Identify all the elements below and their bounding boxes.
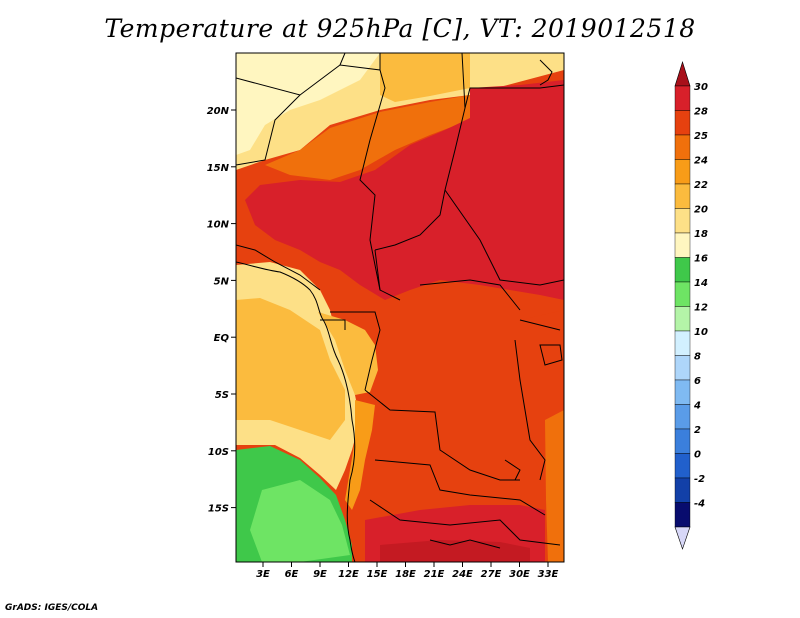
colorbar-swatch [674, 257, 691, 283]
lon-label: 24E [452, 569, 473, 580]
country-borders [236, 53, 564, 549]
colorbar-label: 18 [694, 229, 708, 240]
latitude-axis: 20N 15N 10N 5N EQ 5S 10S 15S [207, 106, 236, 515]
zone-north-22 [236, 53, 380, 155]
zone-north-24 [380, 53, 470, 102]
lat-label: 10N [207, 220, 230, 231]
colorbar-bottom-triangle [674, 526, 691, 550]
colorbar-label: 30 [694, 82, 708, 93]
colorbar-label: -4 [694, 499, 705, 510]
zone-hot-core [245, 80, 564, 300]
colorbar-swatch [674, 208, 691, 234]
colorbar-swatch [674, 428, 691, 454]
colorbar-swatch [674, 355, 691, 381]
colorbar-label: 28 [694, 107, 708, 118]
lon-label: 21E [424, 569, 445, 580]
lat-label: 5S [215, 390, 229, 401]
lon-label: 30E [509, 569, 530, 580]
colorbar-label: 22 [694, 180, 708, 191]
colorbar-label: -2 [694, 474, 705, 485]
colorbar-swatch [674, 404, 691, 430]
lon-label: 15E [367, 569, 388, 580]
zone-north-25 [265, 95, 470, 180]
colorbar-label: 25 [694, 131, 708, 142]
colorbar-swatch [674, 306, 691, 332]
zone-green-14 [250, 480, 350, 562]
map-title: Temperature at 925hPa [C], VT: 201901251… [104, 14, 696, 43]
colorbar-label: 14 [694, 278, 708, 289]
lat-label: 5N [214, 276, 230, 287]
colorbar-label: 24 [694, 156, 708, 167]
colorbar-label: 4 [693, 401, 701, 412]
zone-west-24 [318, 312, 378, 395]
lat-label: 10S [208, 447, 229, 458]
colorbar-swatch [674, 330, 691, 356]
lat-label: EQ [214, 333, 230, 344]
map-frame [235, 52, 565, 563]
lon-label: 33E [538, 569, 559, 580]
colorbar-label: 12 [694, 303, 708, 314]
colorbar-swatch [674, 232, 691, 258]
colorbar-label: 6 [694, 376, 701, 387]
zone-coast-24 [345, 400, 375, 510]
colorbar-swatch [674, 502, 691, 528]
colorbar-swatch [674, 281, 691, 307]
colorbar-swatch [674, 453, 691, 479]
lon-label: 27E [481, 569, 502, 580]
colorbar-label: 16 [694, 254, 708, 265]
lon-label: 9E [313, 569, 327, 580]
lon-label: 18E [395, 569, 416, 580]
colorbar-label: 0 [694, 450, 701, 461]
lon-label: 6E [285, 569, 299, 580]
colorbar-swatch [674, 85, 691, 111]
colorbar-swatch [674, 110, 691, 136]
colorbar-label: 2 [694, 425, 701, 436]
lat-label: 20N [207, 106, 230, 117]
zone-west-22 [236, 298, 345, 440]
lat-label: 15N [207, 163, 230, 174]
lon-label: 3E [256, 569, 270, 580]
colorbar-label: 8 [694, 352, 701, 363]
temperature-field [236, 53, 564, 562]
lon-label: 12E [338, 569, 359, 580]
zone-east-24 [545, 410, 564, 562]
longitude-axis: 3E 6E 9E 12E 15E 18E 21E 24E 27E 30E 33E [256, 562, 559, 580]
colorbar-swatch [674, 159, 691, 185]
colorbar-label: 20 [694, 205, 708, 216]
coastline [236, 59, 553, 562]
colorbar-label: 10 [694, 327, 708, 338]
colorbar-swatch [674, 379, 691, 405]
colorbar-swatch [674, 134, 691, 160]
footer-credit: GrADS: IGES/COLA [5, 603, 99, 613]
lat-label: 15S [208, 504, 229, 515]
colorbar-swatch [674, 183, 691, 209]
colorbar-swatch [674, 477, 691, 503]
colorbar-top-triangle [674, 60, 691, 87]
